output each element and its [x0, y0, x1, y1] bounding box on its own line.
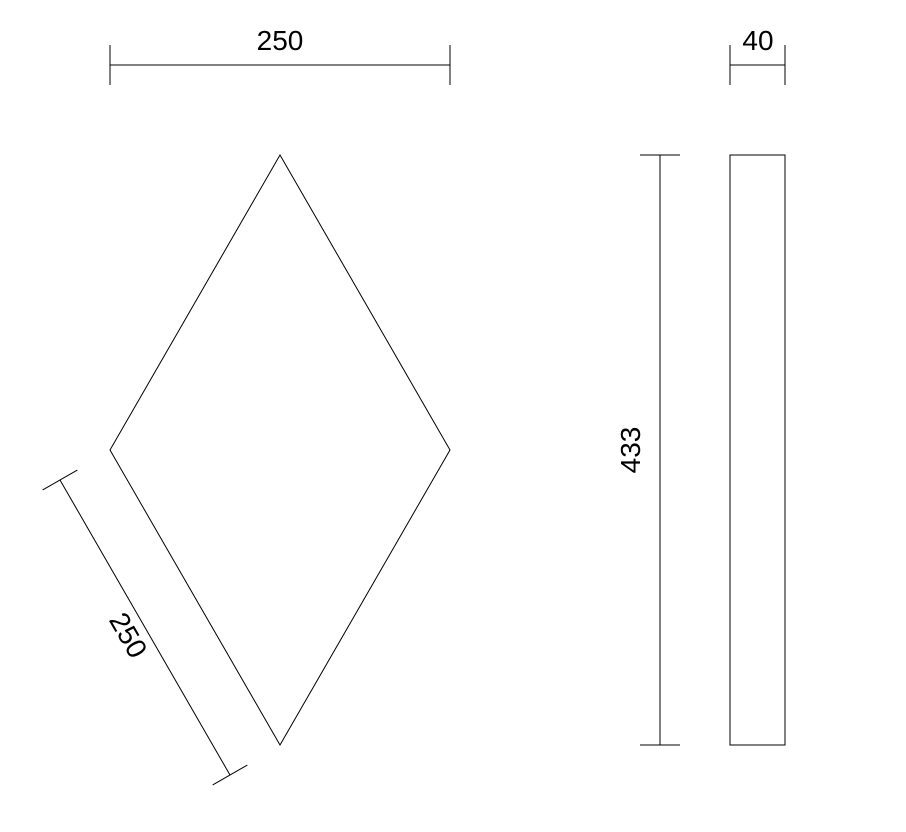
- dim-height-label: 433: [615, 427, 646, 474]
- background: [0, 0, 906, 832]
- dim-thickness-label: 40: [742, 25, 773, 56]
- dim-top-label: 250: [257, 25, 304, 56]
